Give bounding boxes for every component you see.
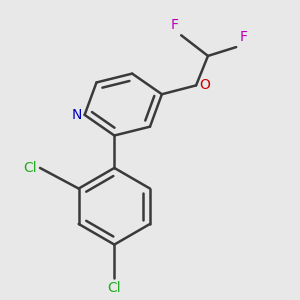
Text: F: F: [170, 18, 178, 32]
Text: N: N: [71, 108, 82, 122]
Text: O: O: [199, 78, 210, 92]
Text: Cl: Cl: [23, 161, 37, 175]
Text: Cl: Cl: [107, 281, 121, 296]
Text: F: F: [239, 30, 247, 44]
